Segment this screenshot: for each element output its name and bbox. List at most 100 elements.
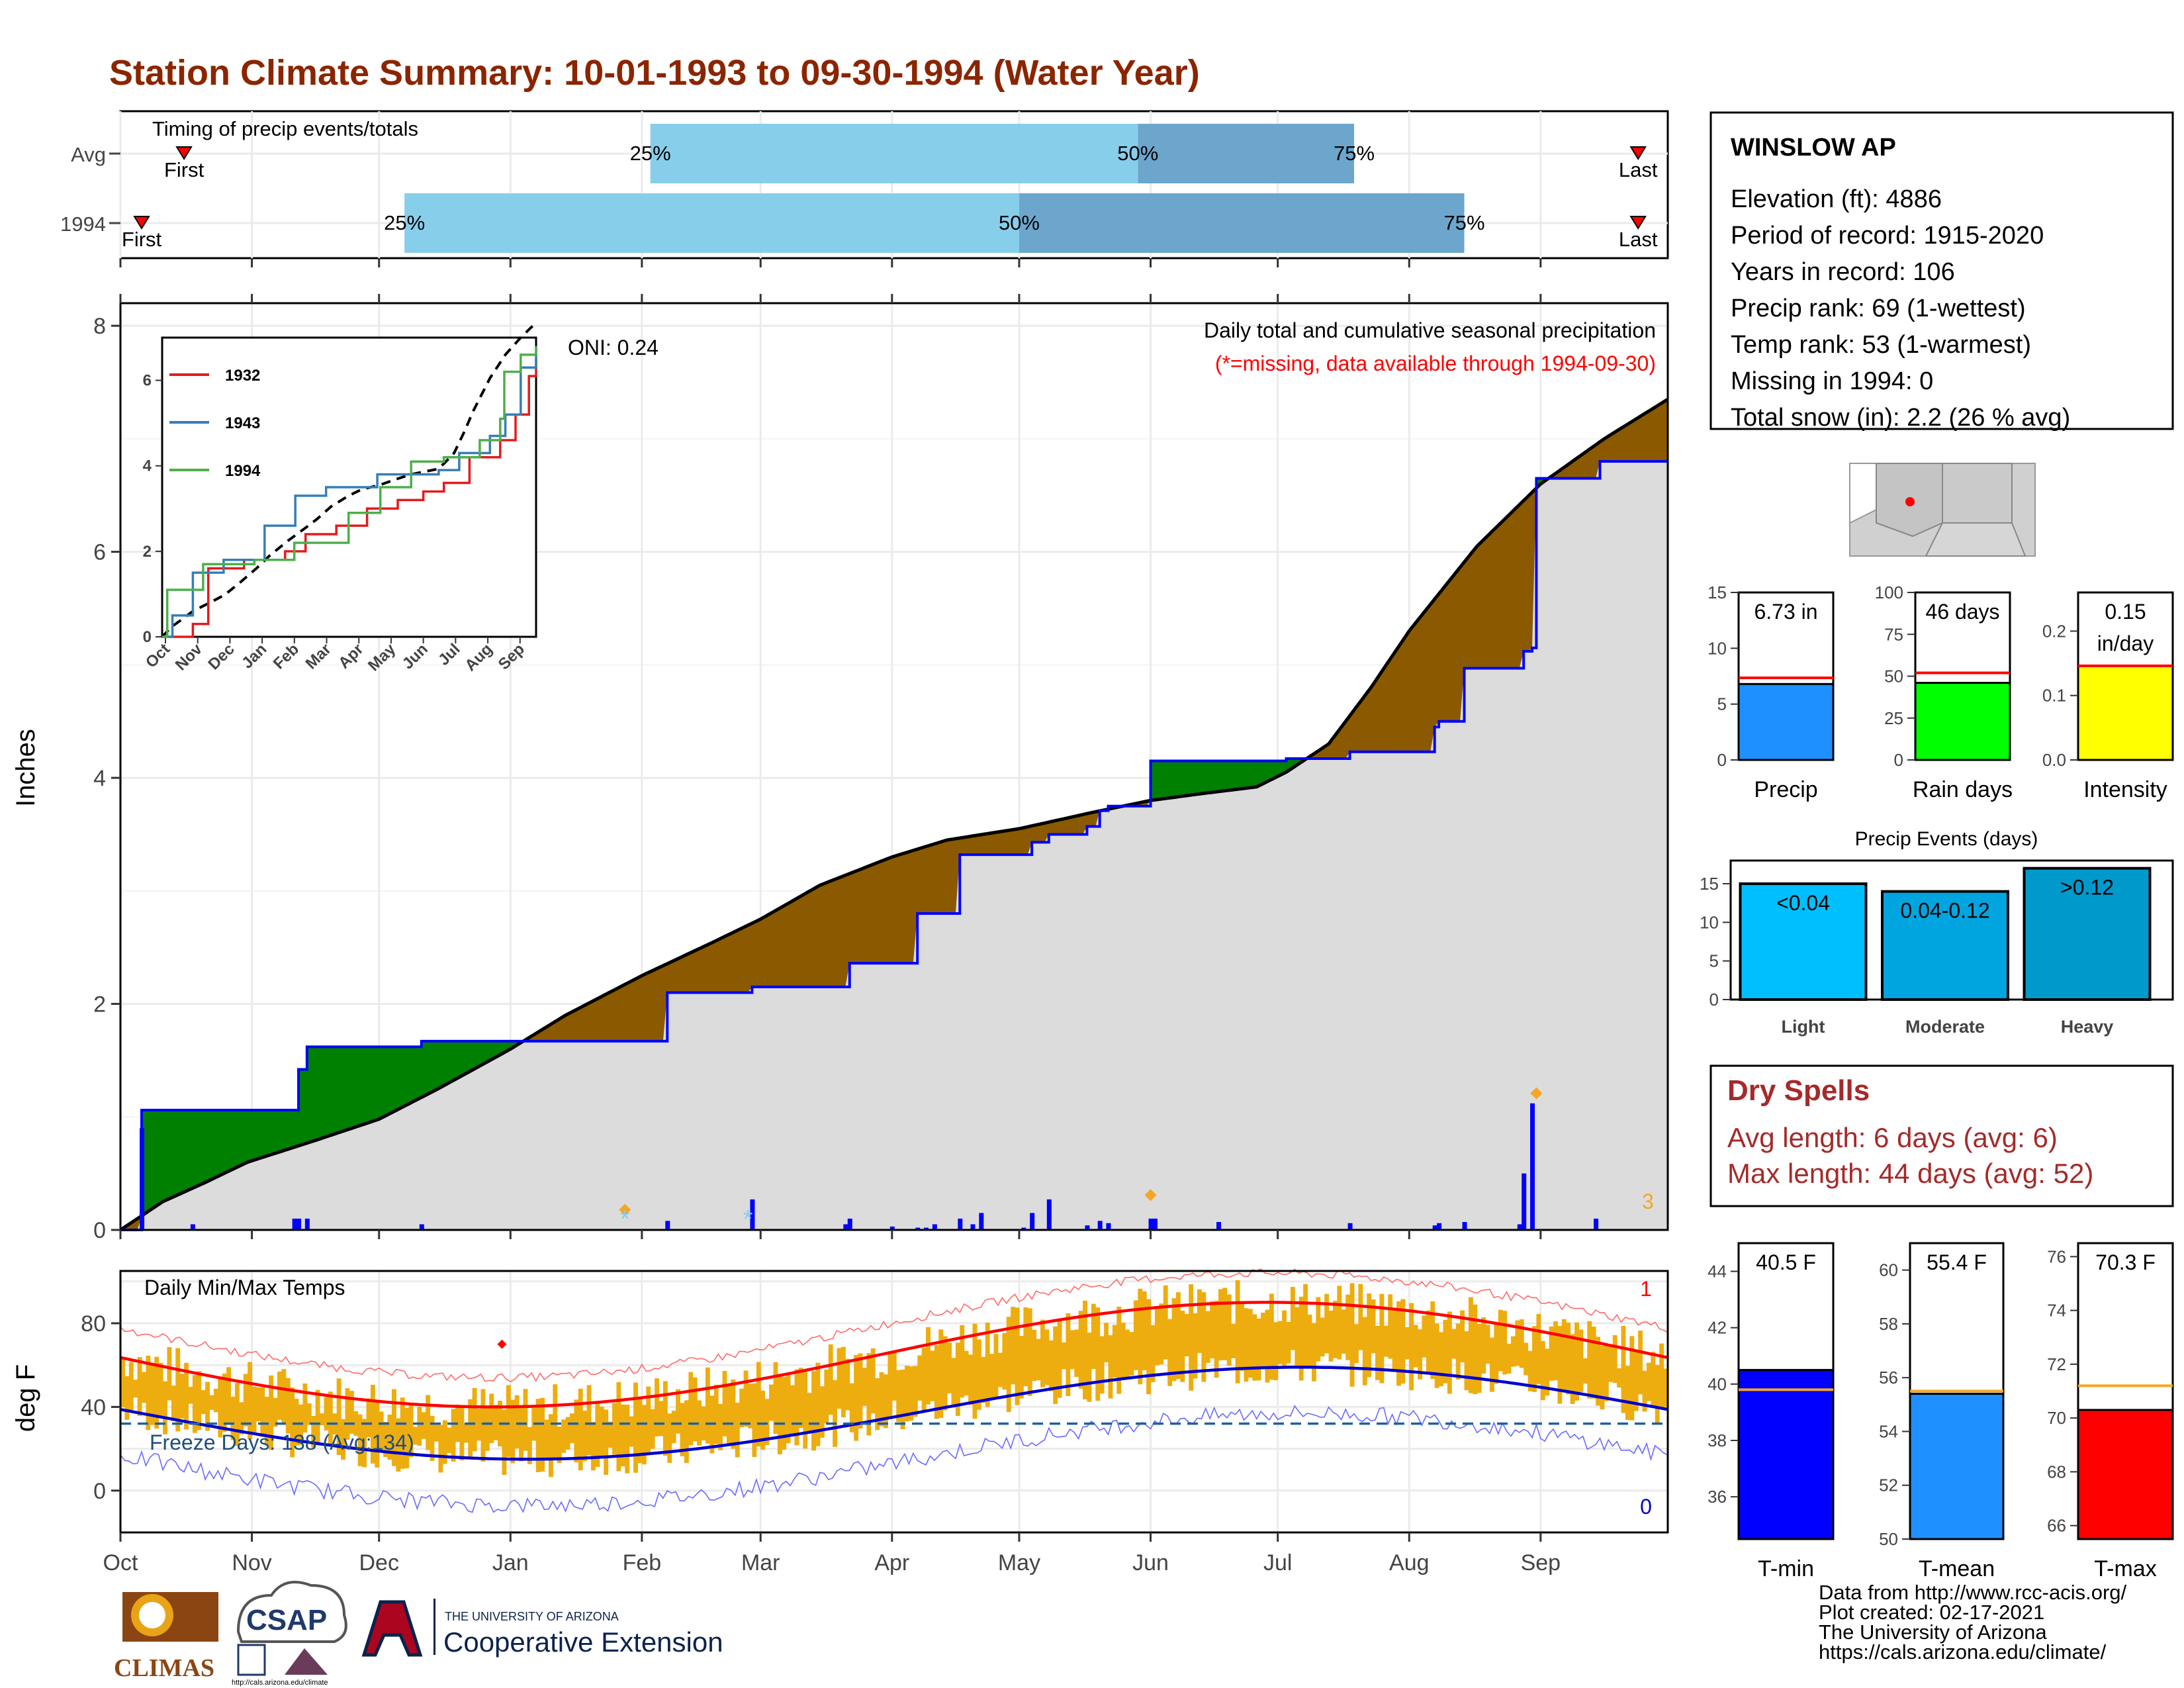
precip-below-avg-fill xyxy=(824,882,829,987)
precip-corner-count: 3 xyxy=(1642,1190,1654,1213)
temps-daily-range-bar xyxy=(637,1396,643,1464)
temps-daily-range-bar xyxy=(1011,1307,1016,1385)
temps-daily-range-bar xyxy=(815,1362,821,1446)
temp-summary-tmean-value-label: 55.4 F xyxy=(1927,1250,1987,1274)
temps-daily-range-bar xyxy=(1129,1332,1134,1376)
precip-above-avg-fill xyxy=(1163,761,1168,799)
temps-daily-range-bar xyxy=(133,1380,138,1398)
temps-daily-range-bar xyxy=(1574,1322,1579,1401)
temps-record-low-count: 0 xyxy=(1640,1495,1652,1519)
precip-above-avg-fill xyxy=(468,1041,473,1072)
temps-daily-range-bar xyxy=(773,1362,778,1434)
temps-daily-range-bar xyxy=(387,1414,392,1460)
precip-above-avg-fill xyxy=(1256,761,1261,787)
temps-daily-range-bar xyxy=(1362,1317,1367,1385)
precip-above-avg-fill xyxy=(158,1110,163,1205)
timing-row-label: 1994 xyxy=(60,212,106,236)
precip-below-avg-fill xyxy=(1345,716,1351,759)
temp-summary-tmean-y-tick-label: 50 xyxy=(1879,1529,1898,1549)
temps-daily-range-bar xyxy=(197,1371,202,1430)
temps-daily-range-bar xyxy=(128,1362,134,1411)
precip-below-avg-fill xyxy=(599,995,604,1041)
station-info-box: WINSLOW AP Elevation (ft): 4886 Period o… xyxy=(1709,111,2174,432)
temps-daily-range-bar xyxy=(345,1388,350,1440)
precip-daily-bar xyxy=(1046,1199,1052,1230)
temps-daily-range-bar xyxy=(917,1355,923,1401)
temps-daily-range-bar xyxy=(1277,1321,1283,1364)
timing-row-label: Avg xyxy=(71,143,106,166)
precip-below-avg-fill xyxy=(777,907,782,987)
temp-summary-tmax-value-bar xyxy=(2077,1409,2174,1540)
temps-daily-range-bar xyxy=(650,1409,655,1449)
temps-daily-range-bar xyxy=(489,1393,494,1443)
temp-summary-tmax-y-tick-label: 70 xyxy=(2047,1408,2066,1428)
precip-above-avg-fill xyxy=(404,1047,410,1106)
precip-below-avg-fill xyxy=(798,894,803,987)
temps-daily-range-bar xyxy=(1112,1325,1117,1378)
temps-daily-range-bar xyxy=(184,1362,189,1430)
precip-oni-label: ONI: 0.24 xyxy=(568,336,659,359)
temps-daily-range-bar xyxy=(209,1395,214,1410)
precip-below-avg-fill xyxy=(646,971,651,1041)
temps-daily-range-bar xyxy=(1218,1289,1223,1361)
temps-daily-range-bar xyxy=(264,1397,269,1446)
precip-above-avg-fill xyxy=(1175,761,1181,798)
precip-below-avg-fill xyxy=(752,921,757,987)
temps-daily-range-bar xyxy=(146,1355,151,1430)
dry-spells-max: Max length: 44 days (avg: 52) xyxy=(1727,1158,2093,1189)
totals-rain-days-x-label: Rain days xyxy=(1913,777,2013,802)
temp-summary-tmin-value-bar xyxy=(1737,1369,1835,1540)
temps-daily-range-bar xyxy=(1426,1310,1431,1373)
precip-below-avg-fill xyxy=(917,847,923,914)
precip-below-avg-fill xyxy=(1353,704,1359,752)
temps-daily-range-bar xyxy=(1549,1326,1554,1381)
temps-daily-range-bar xyxy=(951,1358,956,1407)
precip-above-avg-fill xyxy=(230,1110,236,1170)
precip-above-avg-fill xyxy=(154,1110,159,1207)
temps-daily-range-bar xyxy=(1048,1340,1054,1391)
timing-q75-label: 75% xyxy=(1444,211,1485,234)
precip-below-avg-fill xyxy=(854,870,859,964)
precip-above-avg-fill xyxy=(442,1041,447,1087)
inset-legend-label-1994: 1994 xyxy=(225,462,261,480)
temps-daily-range-bar xyxy=(1464,1331,1469,1391)
precip-above-avg-fill xyxy=(455,1041,461,1080)
precip-below-avg-fill xyxy=(591,1000,596,1041)
inset-y-tick-label: 2 xyxy=(143,543,152,561)
precip-above-avg-fill xyxy=(302,1069,308,1145)
precip-below-avg-fill xyxy=(845,873,850,987)
precip-below-avg-fill xyxy=(1066,817,1071,835)
temps-daily-range-bar xyxy=(400,1397,405,1469)
temps-daily-range-bar xyxy=(205,1382,210,1431)
temps-daily-range-bar xyxy=(142,1372,146,1403)
temps-daily-range-bar xyxy=(620,1404,625,1467)
precip-above-avg-fill xyxy=(1214,761,1219,792)
temps-daily-range-bar xyxy=(718,1403,723,1450)
precip-above-avg-fill xyxy=(179,1110,185,1194)
precip-above-avg-fill xyxy=(243,1110,248,1164)
dry-spells-avg: Avg length: 6 days (avg: 6) xyxy=(1727,1122,2058,1153)
footer-plot-created: Plot created: 02-17-2021 xyxy=(1819,1601,2045,1624)
footer-credits: Data from http://www.rcc-acis.org/ Plot … xyxy=(1819,1582,2176,1662)
precip-above-avg-fill xyxy=(1210,761,1215,793)
precip-below-avg-fill xyxy=(1633,418,1639,462)
precip-below-avg-fill xyxy=(684,953,689,993)
precip-above-avg-fill xyxy=(1154,761,1160,800)
precip-below-avg-fill xyxy=(1582,451,1588,479)
temp-summary-tmean-y-tick-label: 60 xyxy=(1879,1260,1898,1280)
temps-daily-range-bar xyxy=(595,1403,600,1467)
temps-daily-range-bar xyxy=(514,1395,520,1449)
precip-below-avg-fill xyxy=(841,875,846,987)
temps-daily-range-bar xyxy=(1617,1368,1622,1388)
precip-below-avg-fill xyxy=(1430,599,1435,752)
temps-daily-range-bar xyxy=(1222,1288,1228,1360)
temps-daily-range-bar xyxy=(1104,1323,1109,1363)
temp-summary-tmin-x-label: T-min xyxy=(1758,1556,1814,1581)
precip-above-avg-fill xyxy=(357,1047,363,1127)
temps-daily-range-bar xyxy=(218,1378,223,1438)
temps-daily-range-bar xyxy=(1506,1343,1512,1374)
temps-daily-range-bar xyxy=(243,1374,248,1427)
precip-above-avg-fill xyxy=(277,1110,283,1153)
temps-daily-range-bar xyxy=(248,1362,253,1440)
precip-below-avg-fill xyxy=(1524,496,1529,651)
